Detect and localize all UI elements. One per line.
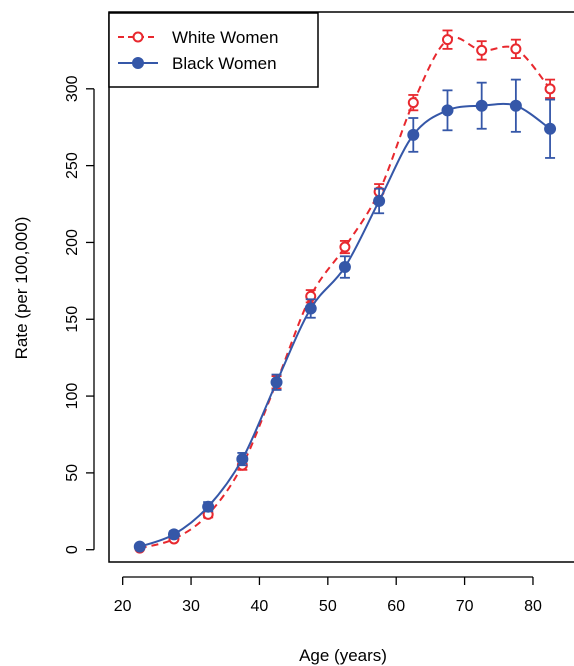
plot-frame [108,11,574,563]
x-tick-label-4: 60 [387,598,405,615]
y-tick-label-6: 300 [64,75,81,102]
y-axis-label: Rate (per 100,000) [12,217,31,360]
data-point-1-0 [133,540,146,553]
x-tick-label-3: 50 [319,598,337,615]
legend-label-white: White Women [172,28,278,47]
legend-marker-black [132,57,144,69]
data-point-1-1 [167,528,180,541]
x-tick-label-0: 20 [114,598,132,615]
data-point-1-2 [202,500,215,513]
series-1 [133,78,557,553]
data-point-0-6 [339,241,351,253]
data-point-1-5 [304,302,317,315]
data-point-1-6 [338,261,351,274]
data-point-1-4 [270,376,283,389]
legend-box [108,12,319,88]
data-point-1-12 [544,122,557,135]
x-tick-label-6: 80 [524,598,542,615]
data-point-1-11 [509,99,522,112]
data-point-0-11 [510,43,522,55]
data-point-0-10 [476,44,488,56]
series-line-1 [139,102,551,548]
data-point-0-9 [441,34,453,46]
x-axis-label: Age (years) [299,646,387,665]
legend-marker-white [132,31,144,43]
y-tick-label-2: 100 [64,383,81,410]
axes-layer: 20 30 40 50 60 70 80 0 50 100 150 200 250 300 [64,11,574,615]
data-point-1-9 [441,104,454,117]
data-point-1-10 [475,99,488,112]
legend: White Women Black Women [108,12,319,88]
x-tick-label-1: 30 [182,598,200,615]
x-tick-label-2: 40 [251,598,269,615]
data-point-0-12 [544,83,556,95]
data-point-1-3 [236,453,249,466]
y-tick-label-4: 200 [64,229,81,256]
legend-label-black: Black Women [172,54,277,73]
y-tick-label-1: 50 [64,464,81,482]
series-line-0 [139,36,551,550]
series-layer [133,29,557,554]
data-point-1-7 [373,194,386,207]
data-point-0-8 [407,97,419,109]
y-tick-label-0: 0 [64,545,81,554]
y-tick-label-5: 250 [64,152,81,179]
data-point-1-8 [407,128,420,141]
x-tick-label-5: 70 [456,598,474,615]
series-0 [134,29,556,554]
y-tick-label-3: 150 [64,306,81,333]
